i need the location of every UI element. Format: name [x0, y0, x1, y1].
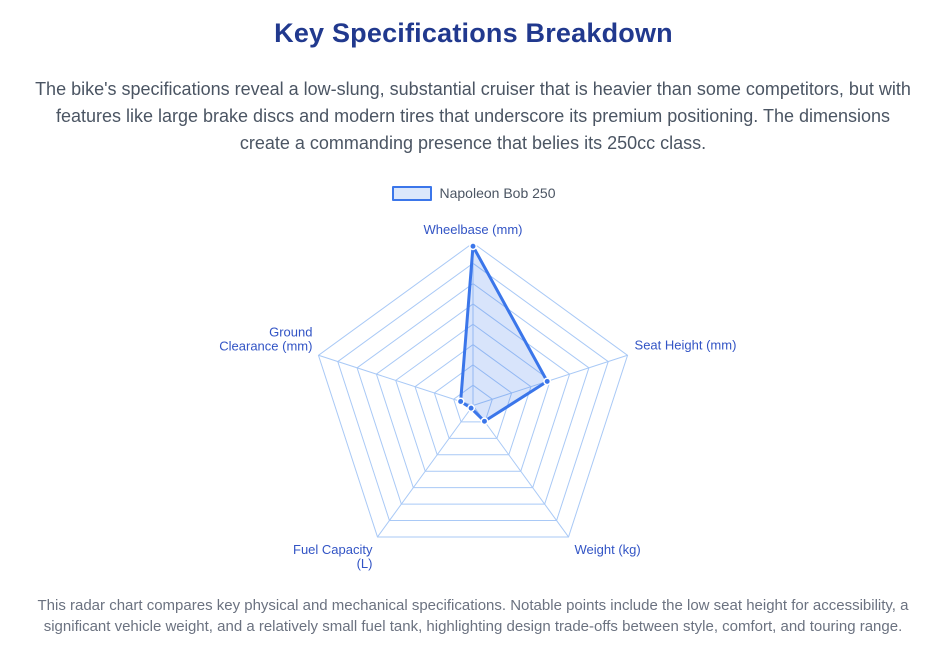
axis-label-line: Weight (kg)	[575, 542, 641, 557]
grid-ring	[337, 262, 609, 522]
axis-label-line: Wheelbase (mm)	[424, 222, 523, 237]
grid-ring	[395, 323, 551, 472]
chart-legend: Napoleon Bob 250	[0, 185, 947, 201]
axis-label-line: Seat Height (mm)	[635, 337, 737, 352]
axis-label-1: Seat Height (mm)	[635, 337, 737, 352]
axis-label-3: Fuel Capacity (L)	[293, 542, 373, 571]
data-point-4	[456, 397, 465, 406]
data-point-1	[543, 377, 552, 386]
axis-label-line: Clearance (mm)	[219, 338, 312, 353]
data-point-3	[467, 404, 476, 413]
axis-label-line: (L)	[357, 556, 373, 571]
axis-label-4: Ground Clearance (mm)	[219, 324, 312, 353]
axis-label-0: Wheelbase (mm)	[424, 222, 523, 237]
data-point-0	[469, 242, 477, 251]
grid-ring	[317, 242, 629, 538]
axis-label-line: Ground	[269, 324, 312, 339]
grid-ring	[433, 364, 513, 439]
grid-ring	[356, 283, 590, 505]
axis-label-2: Weight (kg)	[575, 542, 641, 557]
axis-spoke	[377, 405, 474, 538]
page-title: Key Specifications Breakdown	[274, 18, 673, 48]
grid-ring	[414, 343, 532, 456]
axis-spoke	[318, 354, 474, 406]
legend-swatch	[391, 185, 432, 201]
chart-caption: This radar chart compares key physical a…	[37, 597, 909, 635]
chart-description: The bike's specifications reveal a low-s…	[35, 79, 911, 153]
legend-series-label: Napoleon Bob 250	[439, 185, 556, 201]
axis-spoke	[472, 354, 628, 406]
data-point-2	[480, 417, 489, 426]
grid-ring	[375, 303, 571, 489]
grid-ring	[453, 384, 493, 423]
axis-spoke	[472, 405, 569, 538]
axis-label-line: Fuel Capacity	[293, 542, 373, 557]
series-polygon	[459, 244, 549, 423]
